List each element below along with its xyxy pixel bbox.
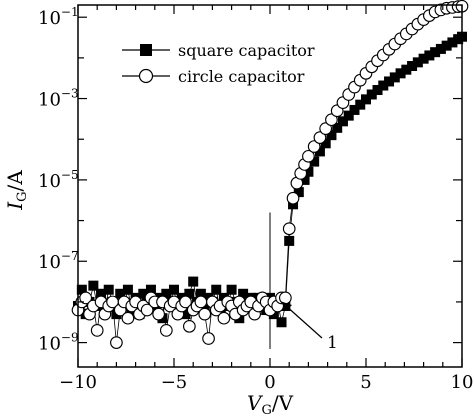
data-point-circle [325, 113, 338, 127]
data-point-square [309, 156, 320, 167]
data-point-square [401, 64, 412, 75]
data-point-square [395, 68, 406, 79]
data-point-square [293, 187, 304, 198]
legend: square capacitor circle capacitor [122, 41, 315, 86]
data-point-circle [217, 311, 231, 325]
data-point-circle [313, 131, 327, 144]
data-point-square [412, 57, 423, 68]
data-point-square [138, 288, 149, 299]
data-point-circle [159, 324, 173, 337]
data-point-square [226, 284, 237, 295]
y-tick-label: 10−3 [38, 87, 79, 111]
data-point-circle [194, 295, 208, 309]
x-tick-label: 5 [360, 372, 371, 393]
data-point-square [378, 80, 389, 91]
legend-item-square: square capacitor [122, 41, 315, 60]
y-axis-label: IG/A [3, 170, 30, 211]
data-point-square [161, 288, 172, 299]
data-point-square [276, 317, 287, 328]
data-point-square [424, 50, 435, 61]
data-point-square [211, 284, 222, 295]
y-axis: 10−9 10−7 10−5 10−3 10−1 [38, 5, 462, 355]
data-point-square [441, 40, 452, 51]
x-tick-label: −10 [59, 372, 97, 393]
x-tick-label: 0 [264, 372, 275, 393]
data-point-square [96, 288, 107, 299]
data-point-square [361, 94, 371, 105]
data-point-square [238, 288, 249, 299]
y-tick-label: 10−9 [38, 331, 79, 355]
data-point-square [430, 47, 441, 58]
x-tick-label: 10 [451, 372, 474, 393]
data-point-square [314, 146, 325, 157]
data-point-circle [90, 324, 104, 337]
legend-label-circle: circle capacitor [178, 67, 305, 86]
y-tick-label: 10−7 [38, 249, 79, 273]
data-point-square [76, 284, 87, 295]
data-point-circle [179, 295, 192, 309]
data-point-square [188, 276, 199, 287]
x-axis: −10 −5 0 5 10 [59, 5, 473, 393]
annotation-arrow [284, 304, 323, 339]
data-point-square [407, 61, 418, 72]
annotation-1: 1 [280, 301, 338, 353]
data-point-circle [79, 291, 93, 305]
x-axis-label: VG/V [247, 391, 294, 418]
data-point-square [145, 284, 156, 295]
data-point-square [435, 43, 446, 54]
data-point-square [337, 116, 348, 127]
data-point-square [326, 130, 337, 141]
legend-item-circle: circle capacitor [122, 67, 305, 86]
data-point-square [299, 174, 310, 185]
legend-label-square: square capacitor [178, 41, 315, 60]
data-point-circle [202, 332, 215, 345]
x-tick-label: −5 [161, 372, 188, 393]
data-point-circle [319, 122, 333, 135]
data-point-square [284, 235, 295, 246]
data-point-circle [302, 149, 315, 163]
data-point-circle [140, 303, 154, 317]
data-point-circle [110, 336, 123, 349]
data-point-square [343, 110, 354, 121]
data-point-square [122, 284, 133, 295]
data-point-circle [152, 307, 165, 321]
y-tick-label: 10−5 [38, 168, 79, 192]
annotation-arrowhead [280, 301, 292, 310]
y-tick-label: 10−1 [38, 5, 79, 29]
data-point-circle [198, 307, 212, 321]
data-point-square [115, 288, 126, 299]
data-point-square [447, 37, 458, 48]
data-point-square [355, 99, 366, 110]
data-point-square [169, 284, 179, 295]
data-point-square [384, 76, 395, 87]
data-point-square [180, 309, 191, 320]
data-point-circle [282, 222, 296, 236]
data-point-square [195, 288, 206, 299]
data-point-square [184, 288, 195, 299]
data-point-square [418, 53, 429, 64]
data-point-square [320, 138, 331, 149]
data-point-square [332, 122, 343, 133]
data-point-square [372, 85, 383, 96]
data-point-square [103, 284, 114, 295]
data-point-square [389, 72, 400, 83]
data-point-circle [121, 311, 135, 325]
data-point-square [349, 104, 360, 115]
annotation-label: 1 [327, 333, 338, 353]
data-point-square [303, 166, 314, 177]
data-point-square [88, 280, 99, 291]
data-point-square [366, 89, 377, 100]
data-point-circle [286, 191, 300, 205]
data-point-circle [183, 319, 196, 333]
plot-content [71, 0, 469, 349]
legend-marker-circle [138, 68, 154, 84]
data-point-circle [307, 140, 321, 153]
legend-marker-square [140, 44, 152, 56]
